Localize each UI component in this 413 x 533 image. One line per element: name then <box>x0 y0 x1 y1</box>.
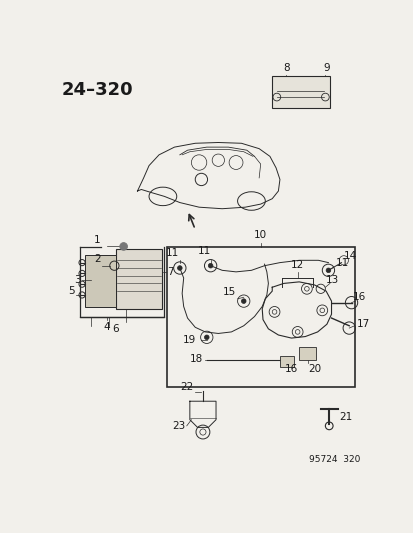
Text: 3: 3 <box>74 274 80 285</box>
Bar <box>85 255 116 308</box>
Text: 17: 17 <box>356 319 369 329</box>
Text: 13: 13 <box>325 274 339 285</box>
Circle shape <box>177 265 182 270</box>
Text: 18: 18 <box>189 354 202 364</box>
Bar <box>279 356 293 367</box>
Text: 15: 15 <box>222 287 235 297</box>
Text: 1: 1 <box>94 235 100 245</box>
Text: 7: 7 <box>166 267 173 277</box>
Bar <box>299 346 316 360</box>
Text: 95724  320: 95724 320 <box>309 455 360 464</box>
Text: 4: 4 <box>103 322 110 332</box>
Text: 20: 20 <box>307 364 320 374</box>
Text: 14: 14 <box>343 252 356 262</box>
Text: 11: 11 <box>335 257 349 268</box>
Text: 11: 11 <box>197 246 211 256</box>
Text: 9: 9 <box>323 63 330 73</box>
Text: 16: 16 <box>284 364 297 374</box>
Text: 23: 23 <box>171 421 185 431</box>
Text: 6: 6 <box>112 324 119 334</box>
Text: 10: 10 <box>254 230 267 239</box>
Circle shape <box>325 268 330 273</box>
Bar <box>166 247 354 387</box>
Text: 2: 2 <box>94 254 100 264</box>
Bar <box>116 249 162 309</box>
Text: 16: 16 <box>352 292 366 302</box>
Text: 21: 21 <box>338 411 351 422</box>
Text: 5: 5 <box>68 286 74 296</box>
Text: 12: 12 <box>290 260 304 270</box>
Circle shape <box>204 335 209 340</box>
Text: 22: 22 <box>180 382 193 392</box>
Text: 11: 11 <box>165 248 178 258</box>
Bar <box>272 76 329 108</box>
Text: 19: 19 <box>182 335 195 345</box>
Text: 24–320: 24–320 <box>62 81 133 99</box>
Circle shape <box>119 243 127 251</box>
Circle shape <box>208 263 212 268</box>
Circle shape <box>241 299 245 303</box>
Text: 8: 8 <box>282 63 289 73</box>
